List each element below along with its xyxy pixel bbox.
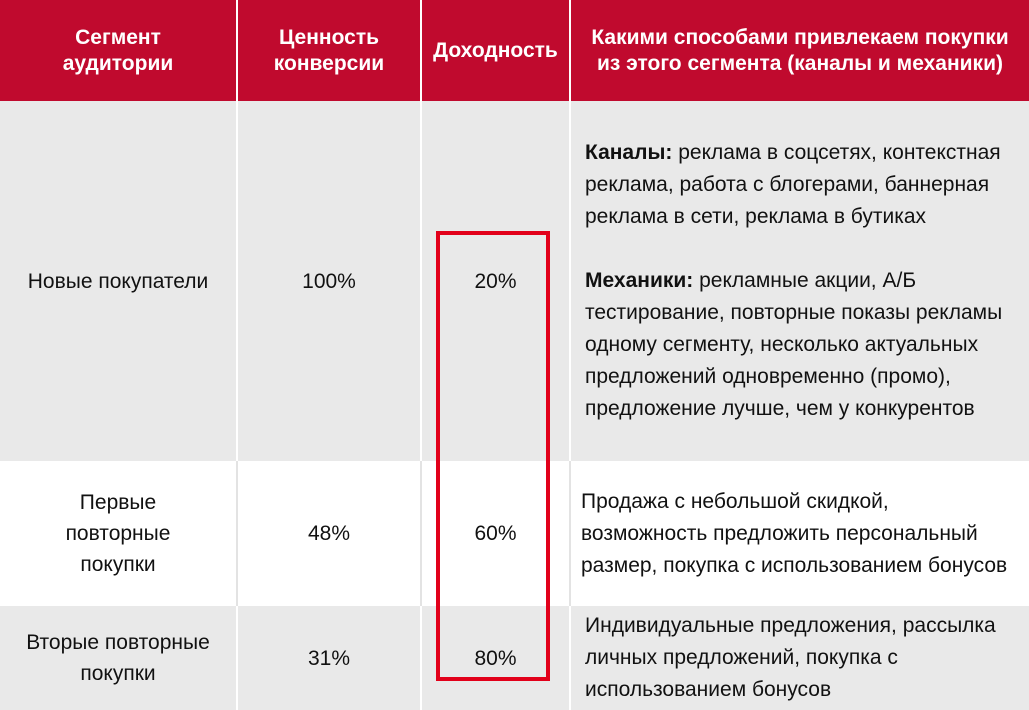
- mechanics-paragraph: Механики: рекламные акции, А/Б тестирова…: [585, 265, 1015, 425]
- mechanics-text: рекламные акции, А/Б тестирование, повто…: [585, 269, 1003, 420]
- profitability-cell: 60%: [421, 461, 571, 606]
- table-row: Вторые повторные покупки 31% 80% Индивид…: [0, 606, 1029, 710]
- methods-text: Индивидуальные предложения, рассылка лич…: [585, 614, 996, 701]
- table-row: Первые повторные покупки 48% 60% Продажа…: [0, 461, 1029, 606]
- mechanics-label: Механики:: [585, 269, 694, 292]
- channels-label: Каналы:: [585, 141, 673, 164]
- header-row: Сегмент аудитории Ценность конверсии Дох…: [0, 0, 1029, 101]
- segment-cell: Вторые повторные покупки: [0, 606, 238, 710]
- channels-paragraph: Каналы: реклама в соцсетях, контекстная …: [585, 137, 1015, 233]
- methods-cell: Продажа с небольшой скидкой, возможность…: [570, 461, 1029, 606]
- methods-cell: Каналы: реклама в соцсетях, контекстная …: [570, 101, 1029, 461]
- segment-cell: Первые повторные покупки: [0, 461, 238, 606]
- profitability-cell: 20%: [421, 101, 571, 461]
- header-segment: Сегмент аудитории: [0, 0, 238, 101]
- table-row: Новые покупатели 100% 20% Каналы: реклам…: [0, 101, 1029, 461]
- profitability-cell: 80%: [421, 606, 571, 710]
- conversion-value-cell: 48%: [237, 461, 422, 606]
- segment-cell: Новые покупатели: [0, 101, 238, 461]
- methods-text: Продажа с небольшой скидкой, возможность…: [581, 489, 1008, 577]
- conversion-value-cell: 100%: [237, 101, 422, 461]
- conversion-value-cell: 31%: [237, 606, 422, 710]
- header-methods: Какими способами привлекаем покупки из э…: [570, 0, 1029, 101]
- paragraph-spacer: [585, 233, 1015, 265]
- channels-text: реклама в соцсетях, контекстная реклама,…: [585, 141, 1001, 228]
- methods-cell: Индивидуальные предложения, рассылка лич…: [570, 606, 1029, 710]
- header-profitability: Доходность: [421, 0, 571, 101]
- header-conversion-value: Ценность конверсии: [237, 0, 422, 101]
